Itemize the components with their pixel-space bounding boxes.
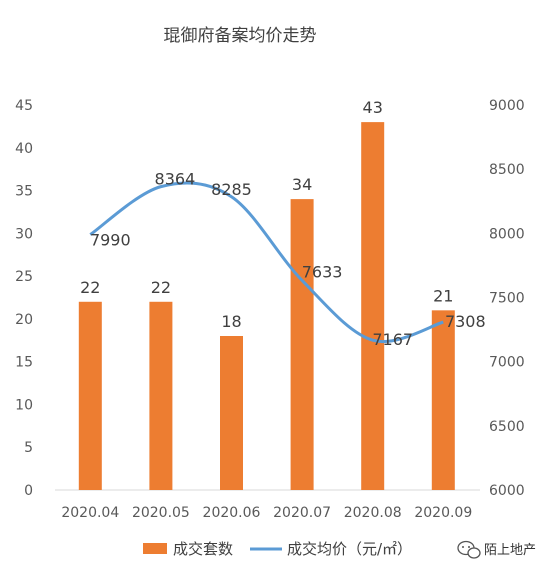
bar (361, 122, 385, 490)
bar-data-label: 21 (433, 286, 453, 305)
line-data-label: 7633 (302, 262, 343, 281)
legend-swatch-bar (143, 543, 167, 554)
left-tick-label: 15 (15, 355, 33, 371)
right-tick-label: 8000 (489, 226, 525, 242)
left-tick-label: 40 (15, 141, 33, 157)
chart-title: 琨御府备案均价走势 (164, 26, 317, 46)
bar-series (78, 122, 455, 490)
left-tick-label: 0 (24, 483, 33, 499)
left-tick-label: 45 (15, 98, 33, 114)
legend: 成交套数 成交均价（元/㎡） (143, 540, 412, 558)
right-tick-label: 8500 (489, 162, 525, 178)
bar-data-label: 22 (151, 278, 171, 297)
x-axis: 2020.04 2020.05 2020.06 2020.07 2020.08 2020.… (61, 505, 472, 521)
right-tick-label: 7500 (489, 291, 525, 307)
line-data-label: 8364 (155, 170, 196, 189)
bar-data-labels: 22 22 18 34 43 21 (80, 98, 453, 331)
bar (431, 310, 455, 490)
left-tick-label: 30 (15, 226, 33, 242)
right-tick-label: 7000 (489, 355, 525, 371)
line-data-label: 7990 (90, 231, 131, 250)
bar-data-label: 18 (221, 312, 241, 331)
line-data-label: 8285 (211, 180, 252, 199)
bar (220, 336, 243, 490)
right-tick-label: 6000 (489, 483, 525, 499)
left-tick-label: 25 (15, 269, 33, 285)
category-label: 2020.04 (61, 505, 119, 521)
category-label: 2020.07 (273, 505, 331, 521)
right-tick-label: 6500 (489, 419, 525, 435)
legend-label-bar: 成交套数 (173, 540, 233, 558)
bar (290, 199, 314, 490)
left-tick-label: 10 (15, 397, 33, 413)
category-label: 2020.06 (203, 505, 261, 521)
line-data-label: 7308 (445, 312, 486, 331)
left-tick-label: 5 (24, 440, 33, 456)
category-label: 2020.09 (414, 505, 472, 521)
category-label: 2020.08 (344, 505, 402, 521)
line-data-label: 7167 (372, 330, 413, 349)
watermark: 陌上地产 (457, 540, 536, 559)
watermark-text: 陌上地产 (484, 543, 536, 558)
left-tick-label: 20 (15, 312, 33, 328)
bar (149, 301, 173, 490)
wechat-icon (457, 540, 481, 559)
bar-data-label: 34 (292, 175, 312, 194)
bar (78, 301, 102, 490)
left-tick-label: 35 (15, 184, 33, 200)
line-data-labels: 7990 8364 8285 7633 7167 7308 (90, 170, 486, 350)
right-tick-label: 9000 (489, 98, 525, 114)
bar-data-label: 22 (80, 278, 100, 297)
bar-data-label: 43 (363, 98, 383, 117)
category-label: 2020.05 (132, 505, 190, 521)
line-series (89, 181, 444, 344)
left-axis: 0 5 10 15 20 25 30 35 40 45 (15, 98, 33, 499)
right-axis: 6000 6500 7000 7500 8000 8500 9000 (489, 98, 525, 499)
legend-label-line: 成交均价（元/㎡） (287, 540, 412, 558)
